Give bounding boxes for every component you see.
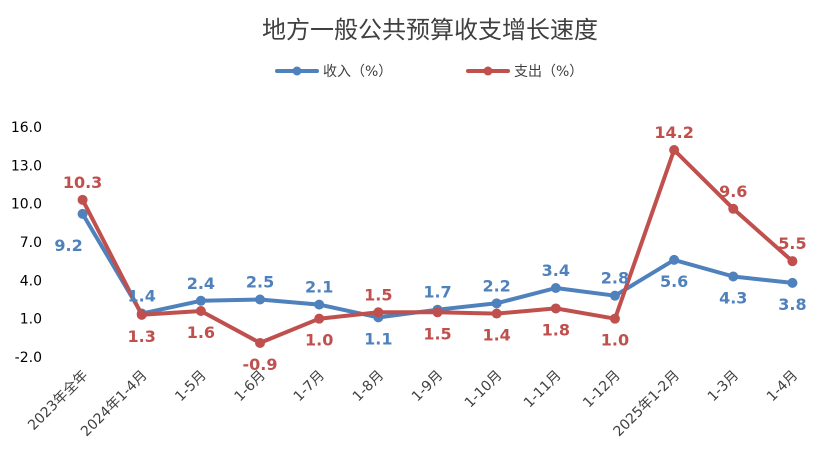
- y-tick-label: 4.0: [20, 273, 42, 289]
- series-layer: [77, 145, 798, 348]
- expenditure-data-label: 14.2: [654, 123, 693, 142]
- revenue-data-label: 5.6: [660, 272, 688, 291]
- revenue-data-label: 2.4: [187, 274, 215, 293]
- expenditure-data-label: 10.3: [63, 173, 102, 192]
- x-tick-label: 1-11月: [521, 368, 565, 412]
- x-tick-label: 2023年全年: [24, 367, 91, 434]
- expenditure-point: [491, 308, 502, 319]
- revenue-point: [787, 277, 798, 288]
- y-axis: -2.0 1.0 4.0 7.0 10.0 13.0 16.0: [11, 120, 42, 366]
- legend-item-revenue: 收入（%）: [275, 64, 392, 80]
- expenditure-point: [432, 307, 443, 318]
- x-tick-label: 1-5月: [172, 368, 209, 405]
- revenue-point: [77, 208, 88, 219]
- expenditure-point: [787, 256, 798, 267]
- expenditure-point: [609, 313, 620, 324]
- expenditure-point: [373, 307, 384, 318]
- x-tick-label: 1-4月: [764, 368, 801, 405]
- revenue-data-label: 9.2: [54, 236, 82, 255]
- x-tick-label: 1-7月: [291, 368, 328, 405]
- expenditure-data-label: 1.3: [128, 327, 156, 346]
- revenue-data-label: 2.1: [305, 278, 333, 297]
- revenue-point: [669, 254, 680, 265]
- revenue-point: [491, 298, 502, 309]
- expenditure-point: [550, 303, 561, 314]
- revenue-data-label: 3.4: [542, 261, 570, 280]
- x-tick-label: 1-10月: [462, 368, 506, 412]
- expenditure-data-label: 1.0: [601, 331, 629, 350]
- revenue-point: [314, 299, 325, 310]
- legend: 收入（%） 支出（%）: [275, 64, 583, 80]
- revenue-data-label: 1.7: [423, 283, 451, 302]
- expenditure-data-label: 1.8: [542, 320, 570, 339]
- expenditure-data-label: 1.0: [305, 331, 333, 350]
- x-tick-label: 1-3月: [705, 368, 742, 405]
- revenue-point: [255, 294, 266, 305]
- revenue-point: [195, 295, 206, 306]
- revenue-data-label: 2.5: [246, 273, 274, 292]
- revenue-data-label: 3.8: [778, 295, 806, 314]
- chart-title: 地方一般公共预算收支增长速度: [262, 16, 598, 44]
- x-tick-label: 1-9月: [409, 368, 446, 405]
- revenue-point: [550, 283, 561, 293]
- legend-item-expenditure: 支出（%）: [466, 64, 583, 80]
- expenditure-data-label: 1.6: [187, 323, 215, 342]
- expenditure-point: [728, 203, 739, 214]
- x-tick-label: 1-8月: [350, 368, 387, 405]
- y-tick-label: 1.0: [20, 312, 42, 328]
- expenditure-data-label: 5.5: [778, 234, 806, 253]
- expenditure-point: [77, 194, 88, 205]
- y-tick-label: 7.0: [20, 235, 42, 251]
- expenditure-point: [669, 145, 680, 155]
- expenditure-data-label: 1.5: [364, 285, 392, 304]
- expenditure-point: [195, 306, 206, 316]
- legend-label-revenue: 收入（%）: [323, 64, 392, 80]
- expenditure-data-label: 9.6: [719, 182, 747, 201]
- y-tick-label: -2.0: [15, 350, 42, 366]
- expenditure-point: [136, 309, 147, 320]
- x-tick-label: 1-12月: [580, 368, 624, 412]
- legend-label-expenditure: 支出（%）: [514, 64, 583, 80]
- expenditure-data-label: 1.4: [482, 326, 510, 345]
- revenue-series-line: [80, 211, 795, 320]
- expenditure-data-label: -0.9: [243, 355, 278, 374]
- y-tick-label: 13.0: [11, 158, 42, 174]
- revenue-point: [609, 290, 620, 301]
- expenditure-data-label: 1.5: [423, 324, 451, 343]
- y-tick-label: 16.0: [11, 120, 42, 136]
- revenue-point: [728, 271, 739, 282]
- data-labels: 9.2 10.3 1.4 1.3 2.4 1.6 2.5 -0.9 2.1 1.0 1.1 1.5 1.…: [54, 123, 806, 374]
- revenue-data-label: 2.2: [482, 276, 510, 295]
- expenditure-point: [314, 313, 325, 324]
- expenditure-point: [255, 337, 266, 348]
- y-tick-label: 10.0: [11, 197, 42, 213]
- revenue-data-label: 4.3: [719, 289, 747, 308]
- revenue-data-label: 1.4: [128, 287, 156, 306]
- revenue-data-label: 1.1: [364, 329, 392, 348]
- revenue-data-label: 2.8: [601, 269, 629, 288]
